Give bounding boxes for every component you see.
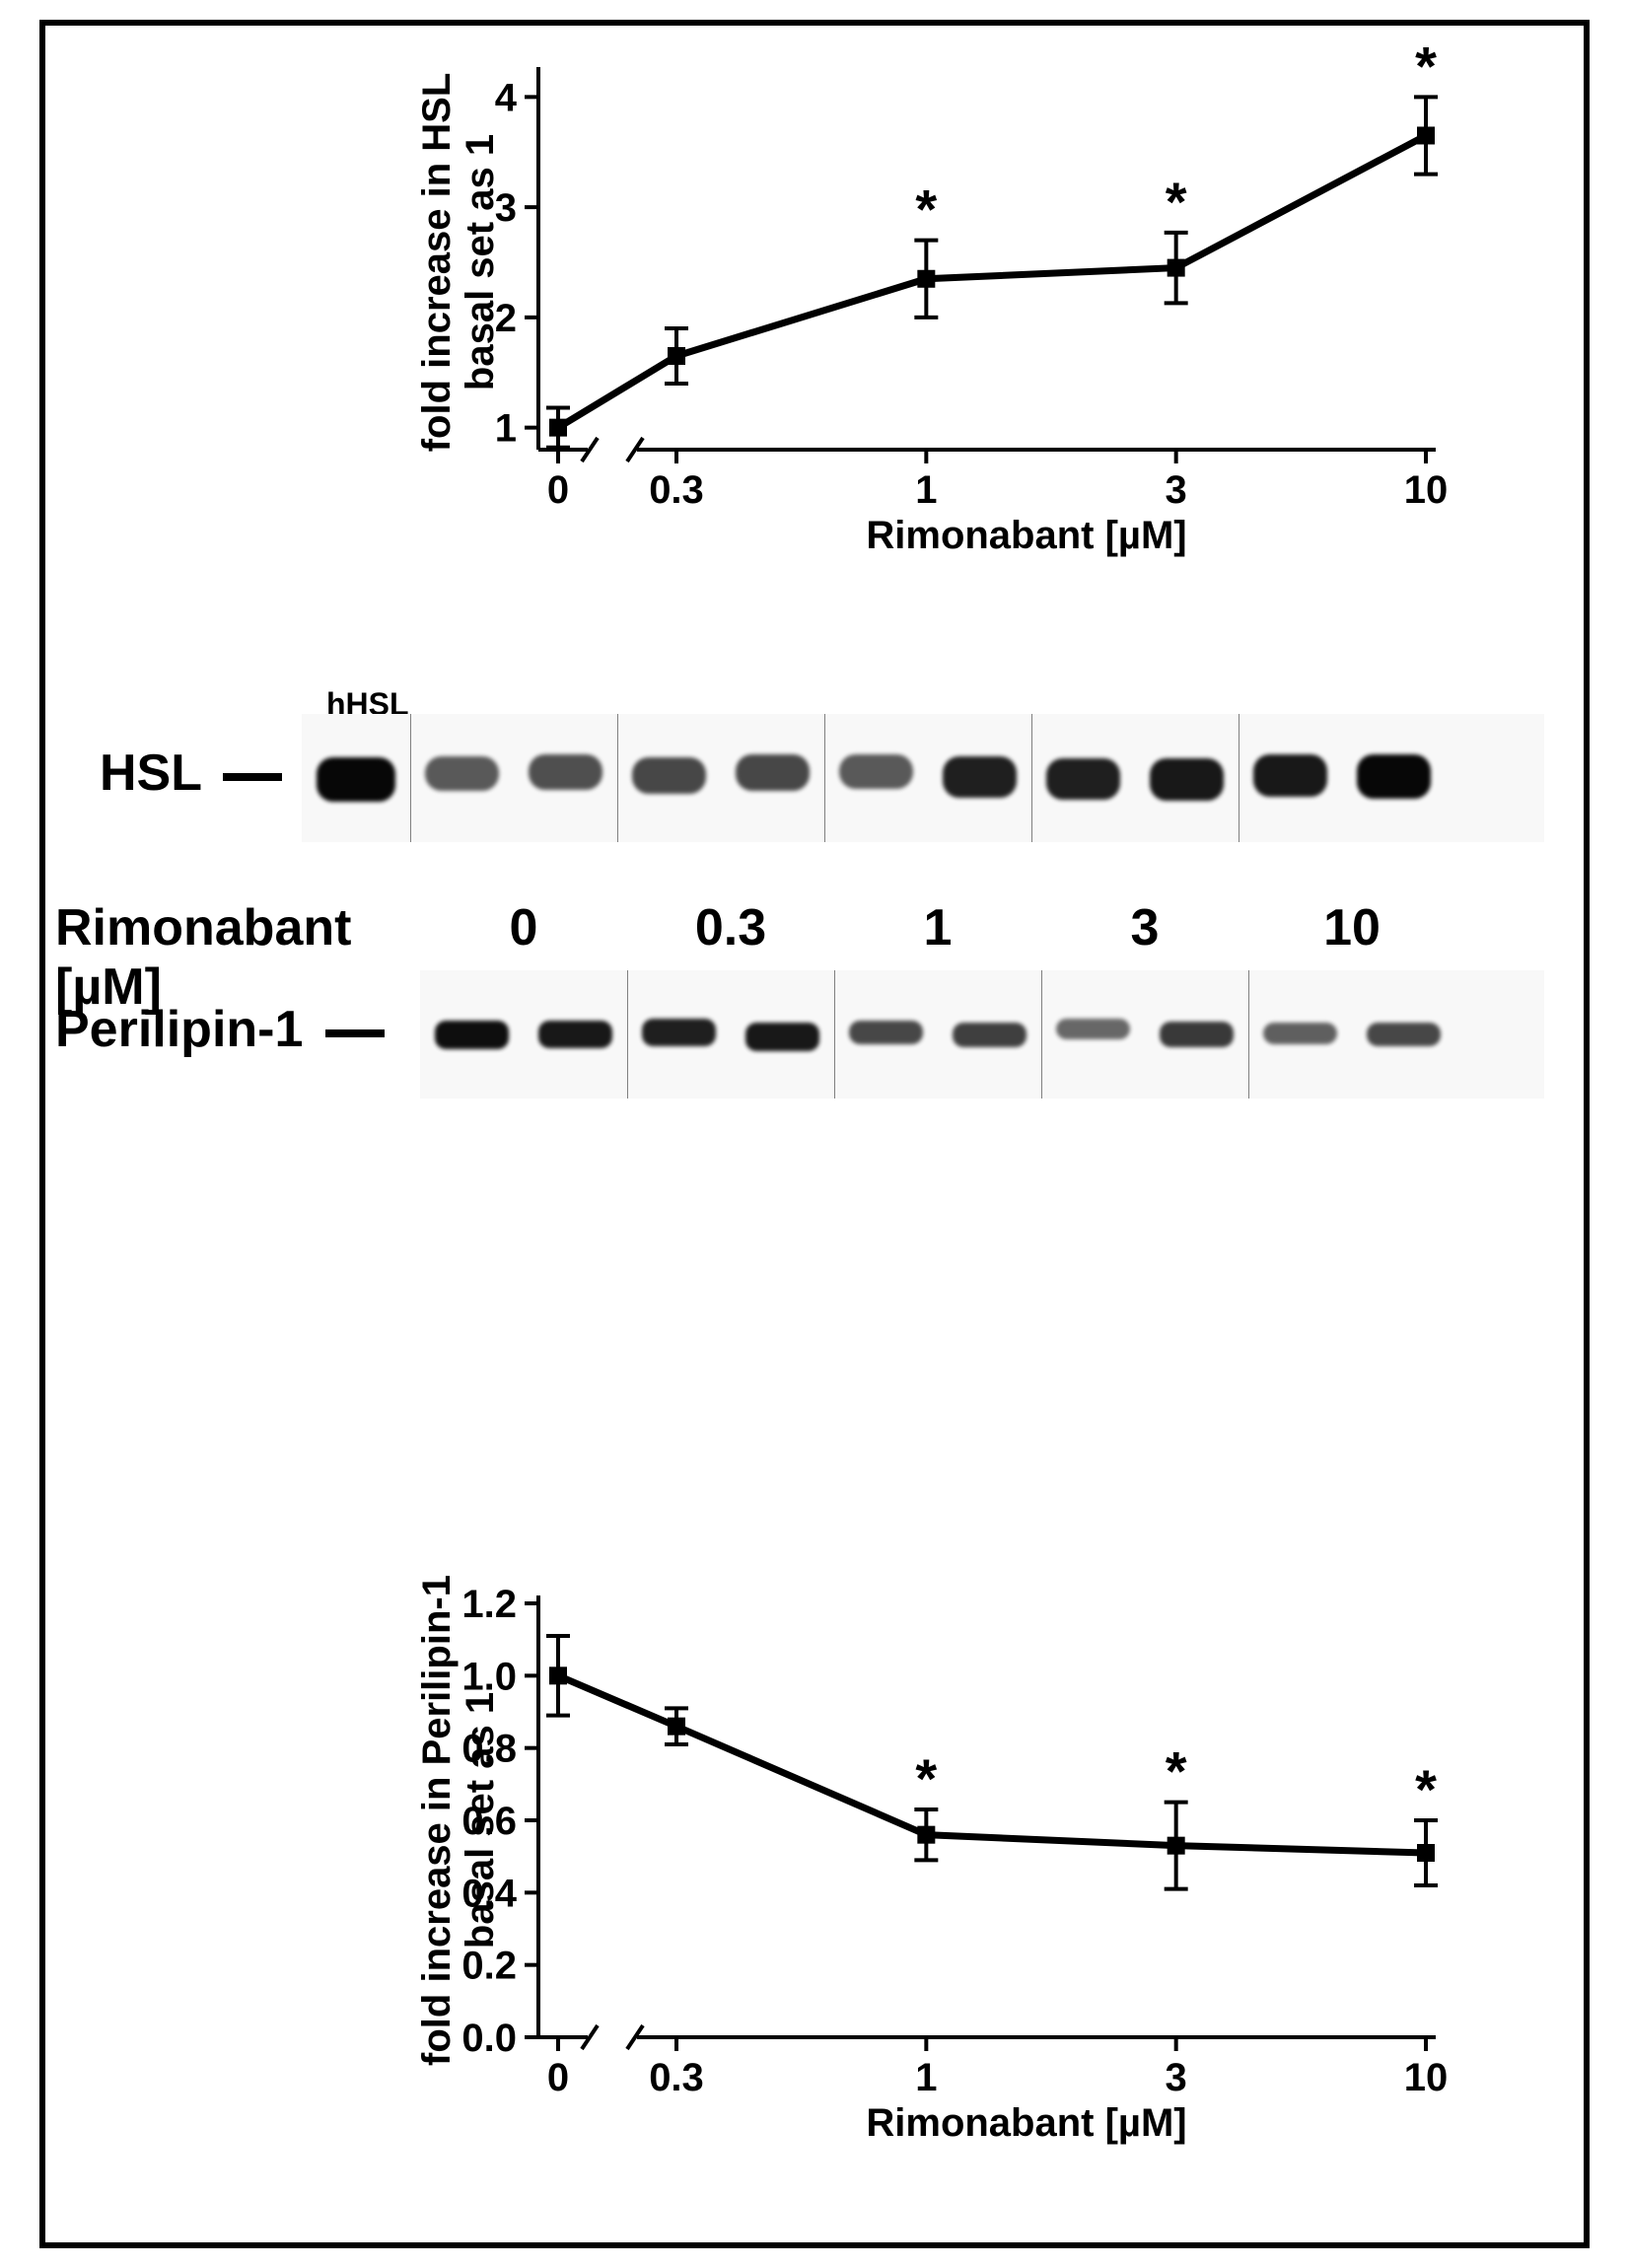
lane-divider: [834, 970, 835, 1099]
blot-band: [632, 757, 707, 794]
blot-band: [839, 754, 914, 789]
concentration-label: 3: [1086, 898, 1204, 957]
svg-text:*: *: [915, 1747, 937, 1809]
perilipin-chart: 0.00.20.40.60.81.01.200.31310Rimonabant …: [420, 1564, 1465, 2156]
concentration-label: 10: [1293, 898, 1411, 957]
hsl-chart-svg: 123400.31310Rimonabant [µM]fold increase…: [420, 35, 1465, 568]
svg-text:*: *: [1166, 1740, 1187, 1803]
perilipin-dash: [325, 1029, 385, 1037]
concentration-label: 0: [464, 898, 583, 957]
blot-band: [435, 1021, 510, 1049]
blot-band: [538, 1021, 613, 1049]
blot-band: [943, 756, 1018, 798]
svg-text:0.3: 0.3: [649, 2056, 704, 2099]
rimonabant-row-label: Rimonabant [µM]: [45, 898, 469, 1017]
lane-divider: [824, 714, 825, 842]
blot-band: [1253, 754, 1328, 797]
lane-divider: [627, 970, 628, 1099]
blot-band: [1046, 758, 1121, 800]
blot-band: [642, 1019, 717, 1046]
svg-text:fold increase in Perilipin-1ba: fold increase in Perilipin-1basal set as…: [420, 1575, 502, 2066]
lane-divider: [617, 714, 618, 842]
svg-text:0.3: 0.3: [649, 468, 704, 512]
blot-band: [1263, 1023, 1338, 1044]
hsl-row-label: HSL: [100, 744, 202, 803]
svg-text:Rimonabant [µM]: Rimonabant [µM]: [866, 2101, 1186, 2145]
perilipin-chart-svg: 0.00.20.40.60.81.01.200.31310Rimonabant …: [420, 1564, 1465, 2156]
perilipin-row-label: Perilipin-1: [55, 1000, 303, 1059]
concentration-label: 0.3: [672, 898, 790, 957]
blot-band: [736, 754, 811, 791]
svg-text:10: 10: [1404, 2056, 1449, 2099]
svg-text:1.0: 1.0: [461, 1655, 517, 1698]
svg-text:4: 4: [495, 76, 518, 119]
blot-band: [317, 757, 394, 802]
svg-text:3: 3: [1166, 468, 1187, 512]
hsl-chart: 123400.31310Rimonabant [µM]fold increase…: [420, 35, 1465, 568]
blot-band: [1357, 754, 1432, 799]
blot-band: [1056, 1019, 1131, 1040]
lane-divider: [1248, 970, 1249, 1099]
svg-text:fold increase in HSLbasal set: fold increase in HSLbasal set as 1: [420, 73, 502, 453]
concentration-label: 1: [879, 898, 997, 957]
blot-band: [849, 1021, 924, 1045]
blot-band: [529, 754, 603, 790]
blot-band: [1150, 758, 1225, 801]
svg-text:*: *: [1415, 35, 1437, 97]
svg-text:0.2: 0.2: [461, 1945, 517, 1988]
svg-text:1: 1: [915, 468, 937, 512]
svg-text:Rimonabant [µM]: Rimonabant [µM]: [866, 514, 1186, 557]
lane-divider: [410, 714, 411, 842]
svg-text:*: *: [915, 178, 937, 241]
svg-text:0.0: 0.0: [461, 2017, 517, 2060]
western-blot-panel: hHSL HSL Rimonabant [µM] 00.31310 Perili…: [45, 676, 1595, 1169]
blot-band: [745, 1023, 820, 1051]
blot-band: [1367, 1023, 1442, 1047]
blot-band: [425, 756, 500, 791]
hsl-blot-strip: [302, 714, 1544, 842]
svg-text:0: 0: [547, 468, 569, 512]
lane-divider: [1041, 970, 1042, 1099]
svg-text:0: 0: [547, 2056, 569, 2099]
lane-divider: [1031, 714, 1032, 842]
blot-band: [953, 1023, 1027, 1047]
blot-band: [1160, 1022, 1235, 1047]
svg-text:1.2: 1.2: [461, 1583, 517, 1626]
svg-text:10: 10: [1404, 468, 1449, 512]
svg-text:3: 3: [1166, 2056, 1187, 2099]
figure-frame: 123400.31310Rimonabant [µM]fold increase…: [39, 20, 1590, 2248]
svg-text:*: *: [1415, 1758, 1437, 1820]
svg-text:1: 1: [915, 2056, 937, 2099]
hsl-dash: [223, 773, 282, 781]
svg-text:1: 1: [495, 407, 517, 451]
perilipin-blot-strip: [420, 970, 1544, 1099]
svg-text:*: *: [1166, 171, 1187, 233]
